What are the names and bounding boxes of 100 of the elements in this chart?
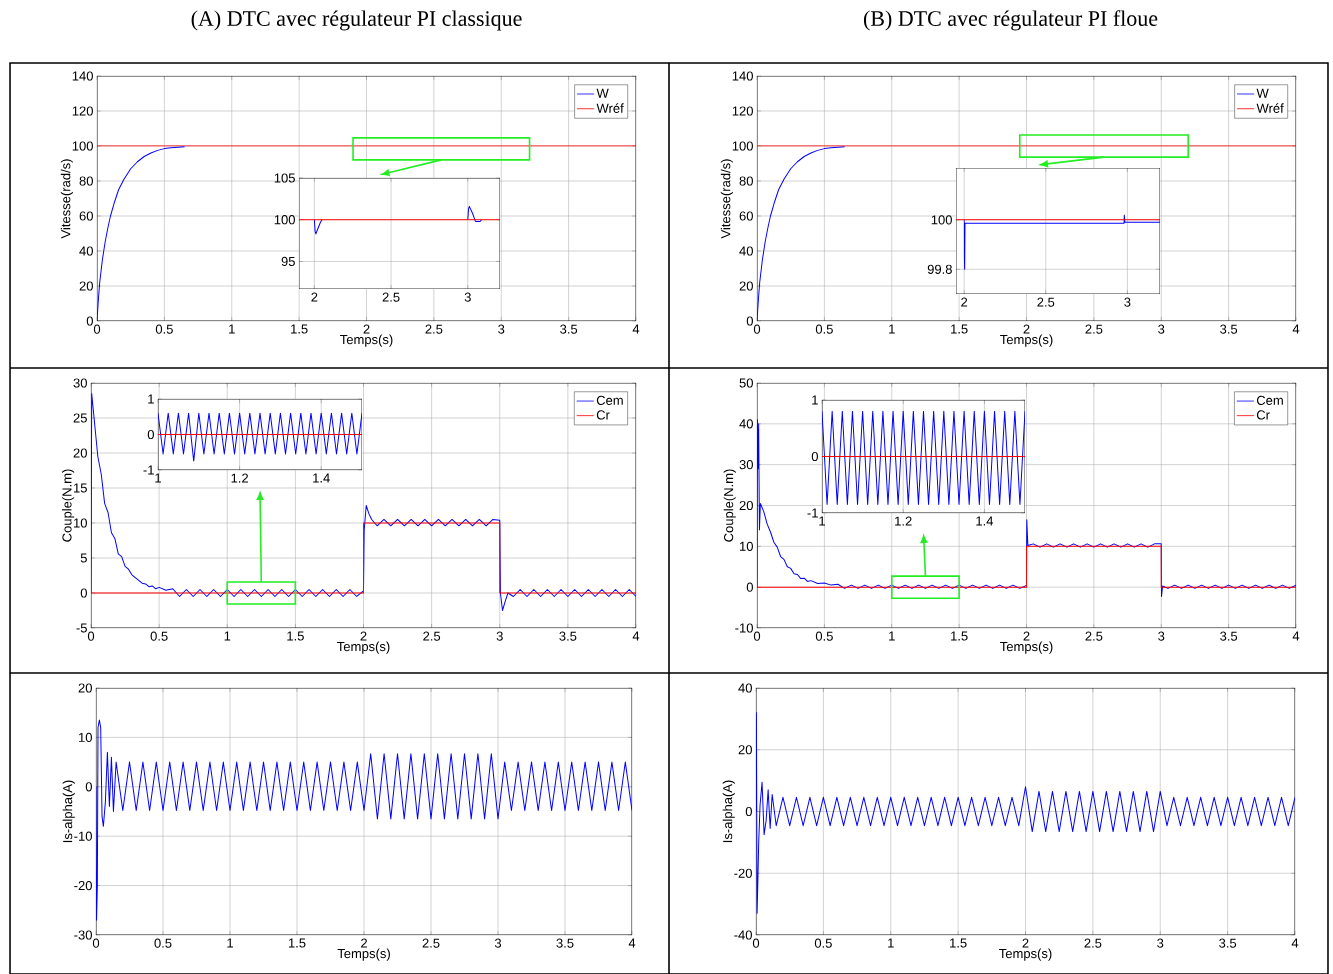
x-tick-label: 2.5	[1085, 324, 1103, 334]
x-tick-label: 2.5	[1037, 297, 1055, 307]
y-tick-label: 0	[746, 582, 753, 592]
x-tick-label: 1	[888, 938, 894, 948]
x-tick-label: 1.5	[287, 631, 304, 641]
x-tick-label: 1	[229, 324, 235, 334]
x-tick-label: 1.4	[313, 473, 330, 483]
y-tick-label: 10	[79, 732, 92, 742]
x-tick-label: 1.5	[291, 324, 308, 334]
y-tick-label: -40	[734, 930, 752, 940]
x-tick-label: 2	[360, 631, 367, 641]
x-tick-label: 0	[753, 324, 761, 334]
y-tick-label: 40	[739, 419, 753, 429]
legend-label: Cr	[1256, 410, 1270, 420]
y-tick-label: 80	[739, 176, 753, 186]
x-tick-label: 1.5	[951, 324, 968, 334]
y-axis-title: Is-alpha(A)	[62, 780, 75, 843]
x-tick-label: 3.5	[556, 938, 574, 948]
y-tick-label: 99.8	[927, 264, 952, 274]
y-tick-label: -10	[735, 623, 753, 633]
x-tick-label: 4	[1291, 938, 1299, 948]
y-tick-label: 1	[148, 394, 154, 404]
x-tick-label: 3.5	[1220, 324, 1238, 334]
x-tick-label: 0.5	[815, 631, 833, 641]
y-tick-label: 30	[739, 460, 753, 470]
y-tick-label: 10	[740, 541, 753, 551]
x-tick-label: 1.5	[288, 938, 306, 948]
x-tick-label: 4	[1292, 631, 1300, 641]
y-tick-label: 0	[745, 806, 752, 817]
x-tick-label: 0	[92, 938, 100, 948]
x-tick-label: 1	[227, 938, 233, 948]
y-tick-label: 100	[732, 141, 753, 151]
chart-title: (A) DTC avec régulateur PI classique	[191, 10, 522, 31]
x-tick-label: 3	[1157, 938, 1164, 948]
y-tick-label: -1	[143, 465, 154, 475]
x-tick-label: 2	[1023, 324, 1030, 334]
legend-label: Wréf	[1256, 103, 1284, 113]
y-tick-label: -1	[807, 508, 818, 518]
y-tick-label: 0	[85, 782, 92, 792]
legend-label: Cr	[596, 410, 610, 420]
y-axis-title: Vitesse(rad/s)	[60, 159, 73, 239]
x-tick-label: 0	[93, 324, 101, 334]
y-axis-title: Couple(N.m)	[62, 469, 75, 542]
x-tick-label: 0.5	[154, 938, 172, 948]
y-tick-label: 20	[78, 683, 92, 693]
x-tick-label: 1	[889, 324, 895, 334]
x-tick-label: 1.5	[951, 631, 968, 641]
x-axis-title: Temps(s)	[337, 948, 390, 961]
x-tick-label: 3	[1158, 324, 1165, 334]
y-tick-label: 140	[72, 71, 93, 81]
y-axis-title: Is-alpha(A)	[722, 780, 735, 843]
x-tick-label: 3.5	[559, 631, 577, 641]
y-tick-label: 20	[738, 745, 752, 755]
y-tick-label: 20	[79, 281, 93, 291]
x-tick-label: 1	[224, 631, 231, 641]
x-axis-title: Temps(s)	[340, 334, 393, 347]
x-tick-label: 1.2	[231, 473, 248, 483]
y-tick-label: 40	[79, 246, 93, 256]
x-tick-label: 2.5	[425, 324, 443, 334]
y-tick-label: 0	[80, 588, 87, 598]
y-tick-label: 105	[274, 173, 295, 183]
x-tick-label: 2	[311, 292, 318, 302]
y-tick-label: 30	[73, 378, 87, 388]
x-tick-label: 0.5	[815, 324, 833, 334]
y-tick-label: 1	[812, 395, 818, 405]
x-tick-label: 2.5	[1084, 938, 1102, 948]
x-tick-label: 0.5	[814, 938, 832, 948]
x-axis-title: Temps(s)	[1000, 334, 1053, 347]
legend-label: Cem	[596, 395, 623, 405]
y-tick-label: 60	[739, 211, 753, 221]
x-tick-label: 1.2	[895, 516, 912, 526]
y-tick-label: 100	[72, 141, 93, 151]
x-tick-label: 4	[632, 324, 640, 334]
x-tick-label: 1.5	[950, 938, 967, 948]
x-tick-label: 0.5	[150, 631, 168, 641]
x-tick-label: 3	[496, 631, 503, 641]
legend-label: W	[1256, 88, 1269, 98]
y-tick-label: 40	[738, 683, 752, 693]
x-tick-label: 3.5	[1219, 938, 1237, 948]
x-tick-label: 3	[1124, 297, 1131, 307]
x-tick-label: 0.5	[155, 324, 173, 334]
y-tick-label: 60	[79, 211, 93, 221]
chart-title: (B) DTC avec régulateur PI floue	[863, 10, 1158, 31]
x-tick-label: 3	[498, 324, 505, 334]
y-tick-label: 10	[74, 518, 87, 528]
y-tick-label: 100	[931, 215, 952, 225]
x-axis-title: Temps(s)	[1000, 641, 1053, 654]
legend-label: Cem	[1256, 395, 1283, 405]
y-tick-label: 0	[147, 429, 154, 440]
y-tick-label: 120	[72, 106, 93, 116]
y-tick-label: 0	[811, 451, 818, 462]
x-tick-label: 2	[361, 938, 367, 948]
line-series	[756, 712, 1295, 914]
y-tick-label: 50	[739, 378, 753, 388]
x-tick-label: 2.5	[423, 631, 441, 641]
x-tick-label: 4	[628, 938, 636, 948]
y-tick-label: 80	[79, 176, 93, 186]
y-tick-label: 40	[739, 246, 753, 256]
y-tick-label: 0	[746, 316, 753, 326]
x-tick-label: 3	[1158, 631, 1165, 641]
